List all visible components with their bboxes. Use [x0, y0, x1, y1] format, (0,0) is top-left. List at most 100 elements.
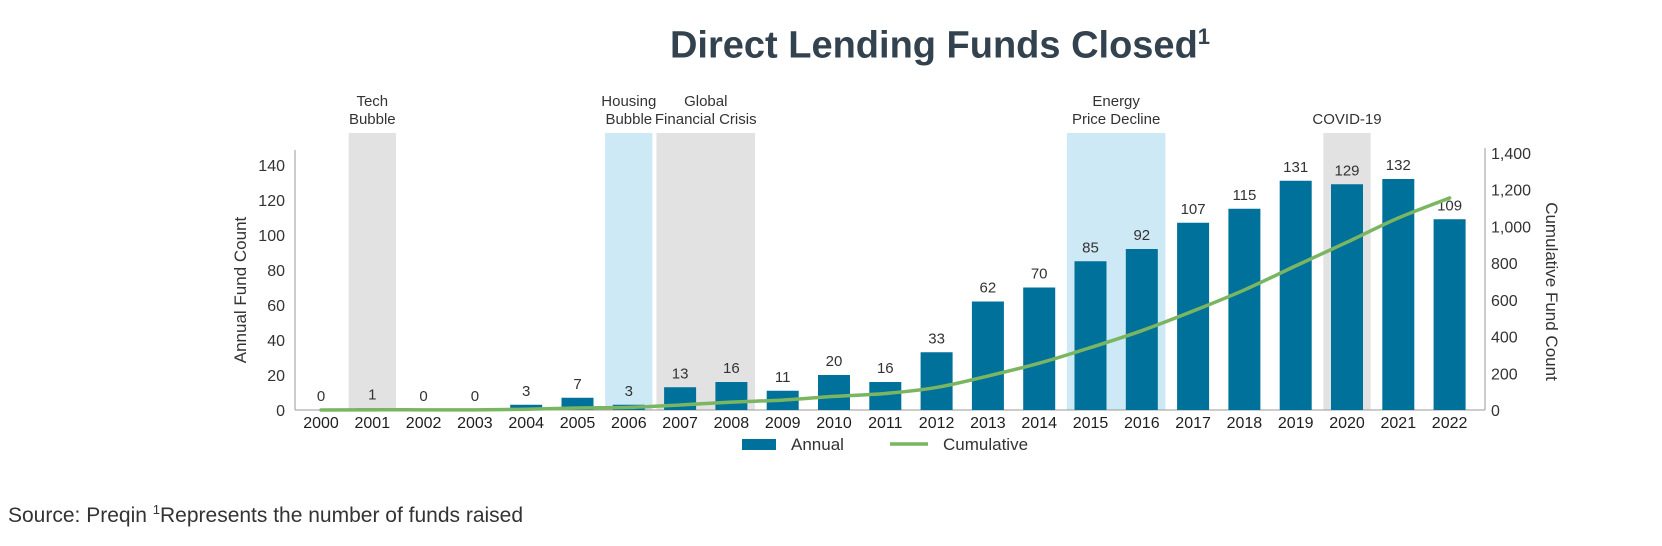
cumulative-point-2005	[577, 407, 578, 409]
event-label-1-0: Housing	[601, 93, 656, 110]
bar-2013	[971, 301, 1004, 410]
x-label-2022: 2022	[1432, 415, 1468, 432]
bar-label-2001: 1	[368, 386, 376, 403]
cumulative-line-layer	[319, 196, 1452, 412]
cumulative-point-2004	[525, 408, 527, 410]
left-tick-label: 40	[267, 333, 285, 350]
bar-label-2013: 62	[980, 280, 997, 297]
cumulative-point-2011	[884, 392, 886, 394]
left-tick-label: 60	[267, 298, 285, 315]
left-tick-label: 120	[258, 193, 285, 210]
event-shade-0	[348, 133, 396, 410]
right-tick-label: 1,000	[1491, 219, 1531, 236]
bar-data-labels: 0 1 0 0 3 7 3 13 16 11 20 16 33 62 70 85 92 107 115 131 129 1…	[317, 157, 1462, 405]
bar-label-2012: 33	[928, 330, 945, 347]
right-tick-label: 1,400	[1491, 146, 1531, 163]
bar-label-2017: 107	[1181, 201, 1206, 218]
legend-cumulative-label: Cumulative	[943, 435, 1028, 454]
x-label-2000: 2000	[303, 415, 339, 432]
x-label-2021: 2021	[1381, 415, 1417, 432]
cumulative-point-2014	[1038, 362, 1040, 364]
chart-title-footnote-mark: 1	[1197, 24, 1211, 49]
cumulative-point-2012	[936, 386, 938, 388]
bar-label-2006: 3	[625, 383, 633, 400]
bar-2004	[510, 404, 543, 410]
right-axis-title: Cumulative Fund Count	[1542, 202, 1561, 381]
left-tick-label: 140	[258, 158, 285, 175]
left-tick-label: 0	[276, 403, 285, 420]
legend: Annual Cumulative	[742, 435, 1028, 454]
cumulative-point-2009	[782, 399, 784, 401]
left-tick-label: 100	[258, 228, 285, 245]
cumulative-point-2021	[1397, 217, 1399, 219]
cumulative-point-2020	[1346, 241, 1348, 243]
bar-2020	[1331, 184, 1363, 410]
cumulative-point-2003	[474, 409, 476, 411]
bar-label-2003: 0	[471, 388, 479, 405]
legend-annual-label: Annual	[791, 435, 844, 454]
left-tick-label: 80	[267, 263, 285, 280]
bar-label-2016: 92	[1133, 227, 1150, 244]
cumulative-point-2010	[833, 395, 835, 397]
right-tick-label: 200	[1491, 366, 1518, 383]
right-tick-label: 400	[1491, 330, 1518, 347]
cumulative-point-2019	[1295, 265, 1297, 267]
x-axis-labels: 2000 2001 2002 2003 2004 2005 2006 2007 2008 2009…	[303, 415, 1467, 432]
x-label-2004: 2004	[508, 415, 544, 432]
footnote-mark: 1	[152, 502, 160, 517]
cumulative-point-2015	[1090, 347, 1091, 349]
x-label-2005: 2005	[560, 415, 596, 432]
right-tick-label: 1,200	[1491, 183, 1531, 200]
cumulative-point-2006	[628, 406, 630, 408]
event-shade-2	[656, 133, 756, 410]
event-label-0-1: Bubble	[349, 111, 396, 128]
x-label-2011: 2011	[868, 415, 903, 432]
right-tick-label: 800	[1491, 256, 1518, 273]
bar-label-2014: 70	[1031, 266, 1048, 283]
x-label-2016: 2016	[1124, 415, 1160, 432]
bar-label-2020: 129	[1334, 162, 1359, 179]
bar-2012	[920, 352, 953, 410]
event-shade-1	[605, 133, 653, 410]
bar-2010	[818, 375, 850, 410]
x-label-2007: 2007	[662, 415, 698, 432]
event-label-2-1: Financial Crisis	[655, 111, 757, 128]
source-text: Source: Preqin	[8, 504, 147, 527]
left-axis-title: Annual Fund Count	[231, 216, 250, 363]
bar-label-2015: 85	[1082, 239, 1099, 256]
cumulative-point-2022	[1449, 197, 1451, 199]
cumulative-point-2000	[320, 409, 322, 411]
source-note: Source: Preqin 1Represents the number of…	[8, 502, 523, 528]
bar-label-2011: 16	[877, 360, 894, 377]
cumulative-point-2001	[371, 409, 373, 411]
x-label-2008: 2008	[714, 415, 750, 432]
event-label-1-1: Bubble	[605, 111, 652, 128]
x-label-2018: 2018	[1227, 415, 1263, 432]
chart-title: Direct Lending Funds Closed1	[0, 24, 1662, 68]
event-label-3-0: Energy	[1092, 93, 1140, 110]
bar-label-2010: 20	[826, 353, 843, 370]
cumulative-point-2018	[1243, 289, 1245, 291]
x-label-2020: 2020	[1329, 415, 1365, 432]
cumulative-point-2002	[423, 409, 425, 411]
x-label-2019: 2019	[1278, 415, 1314, 432]
right-axis: 0 200 400 600 800 1,000 1,200 1,400 Cumulative F…	[1484, 146, 1561, 420]
x-label-2006: 2006	[611, 415, 647, 432]
cumulative-point-2016	[1141, 330, 1143, 332]
event-label-0-0: Tech	[356, 93, 388, 110]
bar-2022	[1433, 219, 1466, 410]
x-label-2015: 2015	[1073, 415, 1109, 432]
chart-title-text: Direct Lending Funds Closed	[669, 24, 1198, 67]
bar-label-2004: 3	[522, 383, 530, 400]
bar-2014	[1023, 287, 1056, 410]
cumulative-point-2017	[1192, 310, 1194, 312]
bar-label-2021: 132	[1386, 157, 1411, 174]
x-label-2013: 2013	[970, 415, 1006, 432]
event-shades	[348, 133, 1371, 410]
cumulative-point-2007	[679, 404, 681, 406]
bar-label-2009: 11	[775, 369, 791, 386]
event-label-4-0: COVID-19	[1312, 111, 1381, 128]
bar-label-2008: 16	[723, 360, 740, 377]
